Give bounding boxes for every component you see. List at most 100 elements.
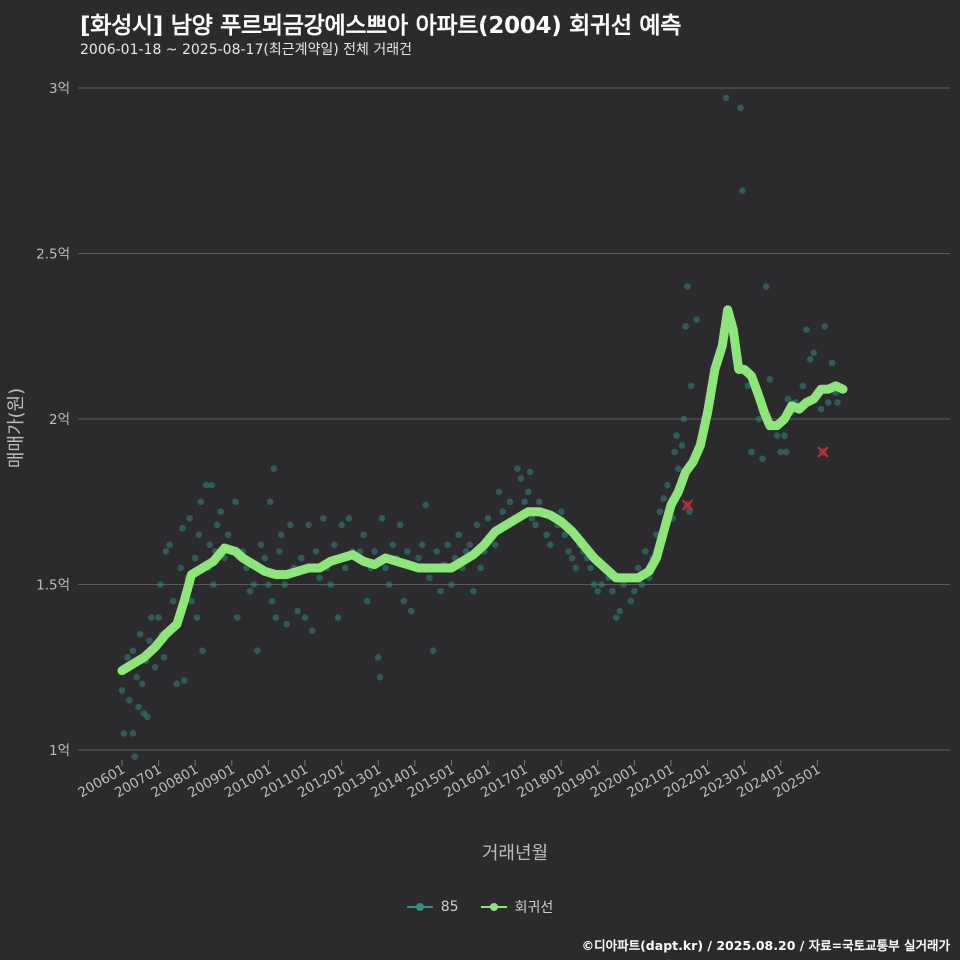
legend-label-regression: 회귀선 xyxy=(514,900,554,916)
data-point xyxy=(129,730,137,737)
data-point xyxy=(155,614,162,621)
data-point xyxy=(609,587,616,595)
data-point xyxy=(687,382,695,390)
data-point xyxy=(477,564,484,572)
data-point xyxy=(638,581,646,588)
data-point xyxy=(781,432,788,439)
data-point xyxy=(135,703,142,711)
data-point xyxy=(557,508,565,515)
data-point xyxy=(261,554,269,562)
data-point xyxy=(301,614,309,621)
data-point xyxy=(400,597,408,605)
data-point xyxy=(404,548,411,555)
data-point xyxy=(834,399,841,406)
data-point xyxy=(590,581,598,588)
data-point xyxy=(744,382,752,390)
data-point xyxy=(682,323,689,330)
grid-lines xyxy=(78,87,950,751)
data-point xyxy=(470,587,477,595)
data-point xyxy=(806,356,814,363)
data-point xyxy=(492,541,499,549)
data-point xyxy=(418,541,426,549)
data-point xyxy=(363,597,371,605)
data-point xyxy=(506,498,514,506)
data-point xyxy=(524,488,532,496)
data-point xyxy=(684,283,691,290)
data-point xyxy=(378,515,386,522)
data-point xyxy=(320,515,327,522)
data-point xyxy=(131,753,139,760)
data-point xyxy=(565,548,572,555)
data-point xyxy=(782,448,790,456)
data-point xyxy=(257,541,265,549)
y-tick-labels: 1억 1.5억 2억 2.5억 3억 xyxy=(36,81,70,759)
data-point xyxy=(118,687,126,694)
data-point xyxy=(517,475,525,482)
data-point xyxy=(197,498,204,506)
data-point xyxy=(722,94,730,102)
data-point xyxy=(671,448,678,456)
data-point xyxy=(120,730,128,737)
data-point xyxy=(437,587,444,595)
data-point xyxy=(210,581,217,588)
y-axis-label: 매매가(원) xyxy=(6,388,27,468)
data-point xyxy=(444,541,452,549)
x-axis-label: 거래년월 xyxy=(482,843,548,864)
data-point xyxy=(616,607,624,615)
data-point xyxy=(634,564,642,572)
data-point xyxy=(739,187,746,194)
data-point xyxy=(133,673,140,681)
data-point xyxy=(598,581,605,588)
data-point xyxy=(360,531,367,539)
data-point xyxy=(521,498,528,506)
data-point xyxy=(612,614,620,621)
cancelled-marker xyxy=(817,446,829,458)
data-point xyxy=(499,508,506,515)
data-point xyxy=(656,508,664,515)
data-point xyxy=(202,481,210,489)
data-point xyxy=(817,405,825,413)
data-point xyxy=(124,654,131,661)
data-point xyxy=(382,564,389,572)
data-point xyxy=(810,349,818,357)
data-point xyxy=(748,448,755,456)
data-point xyxy=(208,481,215,489)
data-point xyxy=(265,581,272,588)
regression-line xyxy=(117,305,848,676)
data-point xyxy=(620,581,627,588)
data-point xyxy=(157,581,164,588)
data-point xyxy=(759,455,766,463)
legend-swatch-regression xyxy=(480,899,507,915)
data-point xyxy=(138,680,146,688)
data-point xyxy=(294,607,301,615)
data-point xyxy=(254,647,261,654)
chart-subtitle: 2006-01-18 ~ 2025-08-17(최근계약일) 전체 거래건 xyxy=(80,42,412,58)
data-point xyxy=(232,498,239,506)
data-point xyxy=(266,498,274,506)
data-point xyxy=(660,495,667,502)
x-tick-labels: 2006012007012008012009012010012011012012… xyxy=(75,760,823,801)
data-point xyxy=(199,647,206,654)
data-point xyxy=(535,498,543,506)
data-point xyxy=(568,554,576,562)
data-point xyxy=(680,415,688,423)
data-point xyxy=(374,654,382,661)
data-point xyxy=(777,448,785,456)
data-point xyxy=(177,564,184,572)
data-point xyxy=(312,548,320,555)
data-point xyxy=(466,541,474,549)
data-point xyxy=(287,521,294,529)
data-point xyxy=(803,326,810,333)
legend-swatch-85 xyxy=(406,899,433,915)
data-point xyxy=(484,515,492,522)
data-point xyxy=(129,647,137,654)
data-point xyxy=(528,515,536,522)
data-point xyxy=(160,654,168,661)
data-point xyxy=(276,548,283,555)
data-point xyxy=(213,521,221,529)
data-point xyxy=(309,627,316,635)
data-point xyxy=(147,614,155,621)
data-point xyxy=(206,541,214,549)
data-point xyxy=(345,515,353,522)
data-point xyxy=(173,680,181,688)
